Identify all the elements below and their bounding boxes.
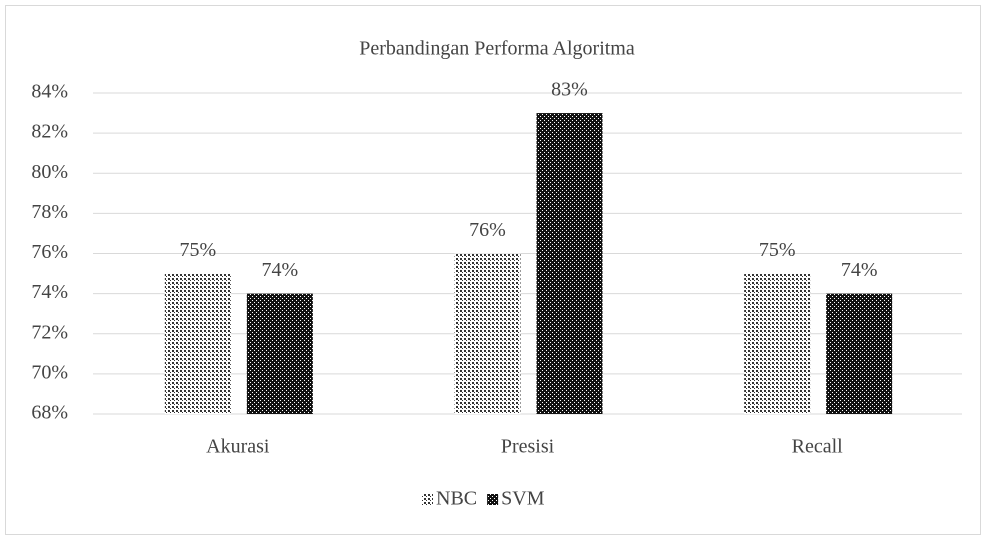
- bar: [164, 273, 231, 414]
- value-label: 74%: [841, 259, 878, 281]
- bar: [454, 253, 521, 414]
- legend-label: SVM: [501, 488, 545, 510]
- x-tick-label: Presisi: [501, 436, 555, 458]
- y-tick-label: 74%: [31, 281, 68, 303]
- y-tick-label: 80%: [31, 161, 68, 183]
- y-tick-label: 84%: [31, 81, 68, 103]
- bar: [246, 293, 313, 414]
- y-tick-label: 78%: [31, 201, 68, 223]
- y-tick-label: 82%: [31, 121, 68, 143]
- chart-title: Perbandingan Performa Algoritma: [359, 38, 635, 60]
- value-label: 75%: [179, 239, 216, 261]
- legend-swatch: [422, 494, 433, 505]
- legend-swatch: [487, 494, 499, 505]
- y-tick-label: 68%: [31, 402, 68, 424]
- value-label: 74%: [261, 259, 298, 281]
- x-tick-label: Akurasi: [206, 436, 270, 458]
- bar: [826, 293, 893, 414]
- value-label: 83%: [551, 79, 588, 101]
- value-label: 76%: [469, 219, 506, 241]
- y-tick-label: 72%: [31, 321, 68, 343]
- legend-label: NBC: [436, 488, 477, 510]
- bar: [536, 113, 603, 414]
- bar: [744, 273, 811, 414]
- y-tick-label: 76%: [31, 241, 68, 263]
- value-label: 75%: [759, 239, 796, 261]
- y-tick-label: 70%: [31, 361, 68, 383]
- x-tick-label: Recall: [792, 436, 844, 458]
